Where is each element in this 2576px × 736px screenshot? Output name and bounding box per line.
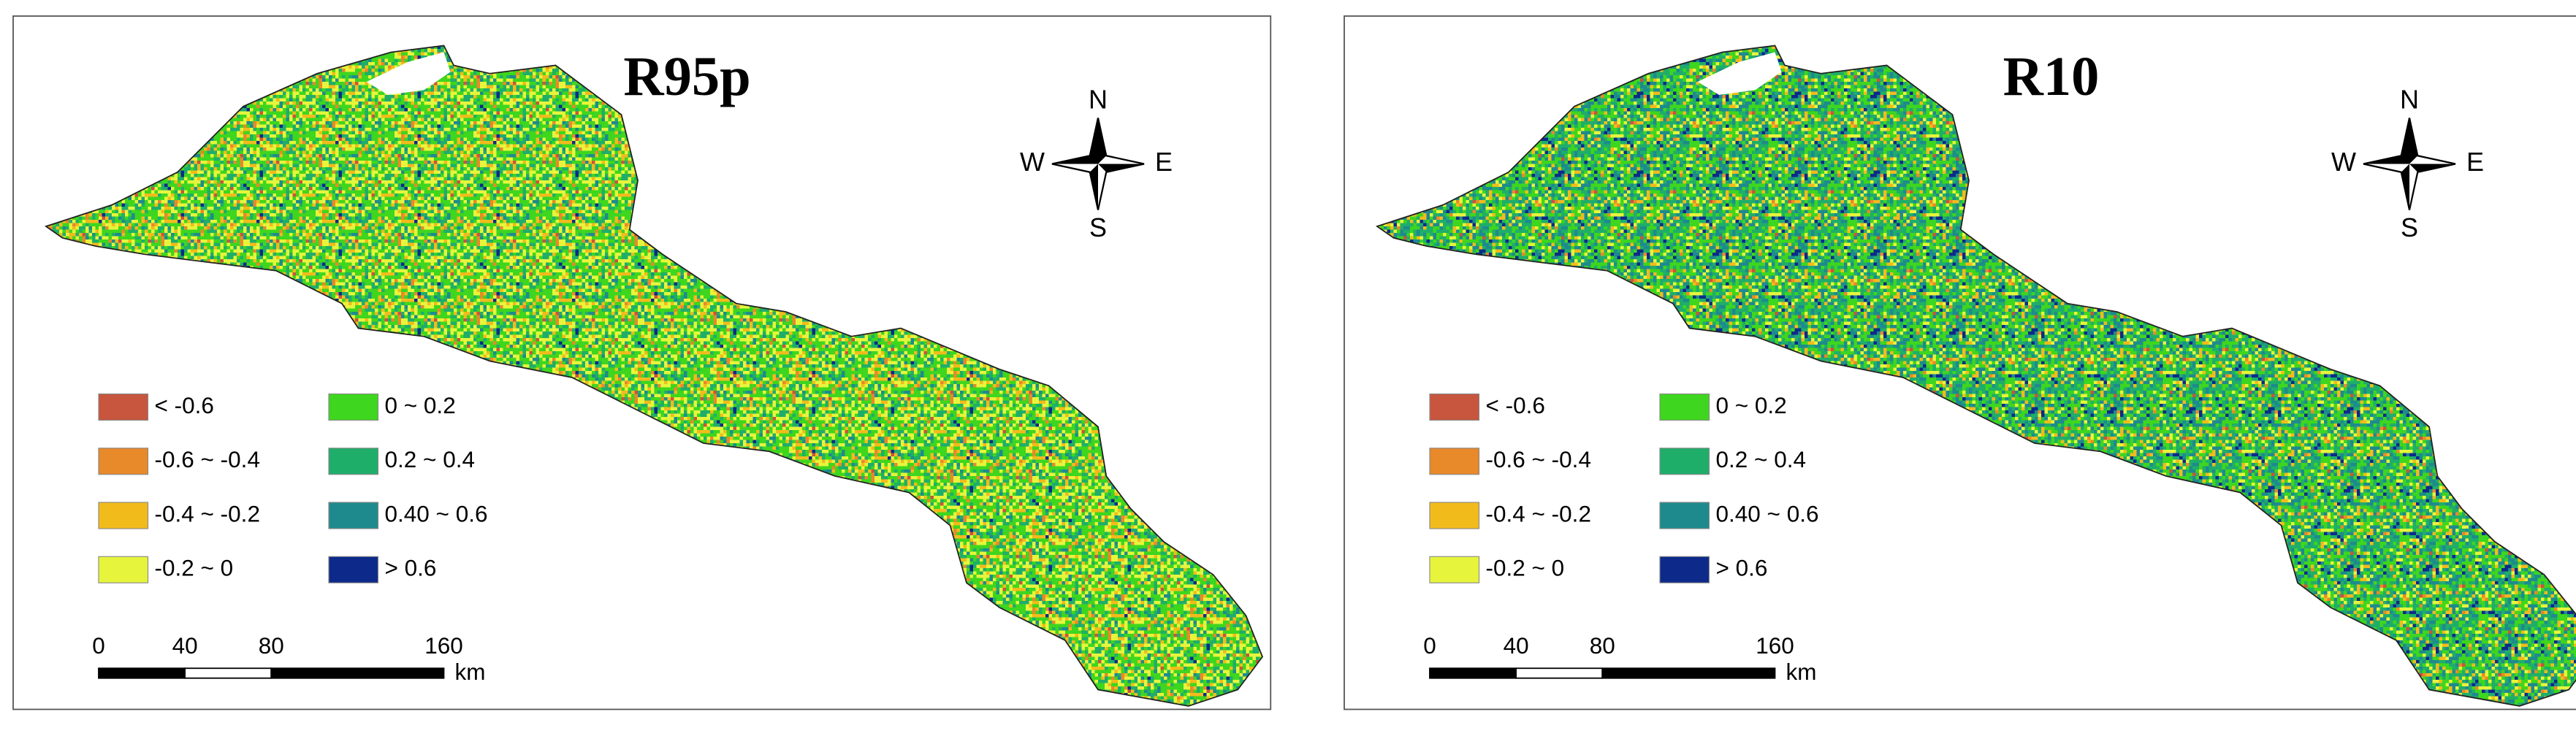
no-data-area [366, 52, 451, 95]
legend-swatch [98, 393, 149, 421]
scale-segment [184, 667, 273, 679]
region-map [45, 45, 1264, 707]
scale-segment [1601, 667, 1776, 679]
legend-label: 0 ~ 0.2 [1716, 392, 1787, 418]
legend-label: -0.2 ~ 0 [155, 555, 234, 581]
map-title: R95p [623, 45, 750, 107]
compass-n: N [2400, 85, 2419, 115]
legend-label: < -0.6 [155, 392, 214, 418]
scale-label: 160 [424, 632, 463, 659]
scale-label: 0 [92, 632, 105, 659]
legend-swatch [328, 393, 379, 421]
compass-star-half [1098, 164, 1144, 172]
compass-s: S [1089, 212, 1107, 242]
compass-w: W [1020, 147, 1045, 177]
legend-label: 0.40 ~ 0.6 [385, 500, 488, 526]
legend-label: > 0.6 [1716, 555, 1768, 581]
no-data-area [1697, 52, 1782, 95]
scale-label: 160 [1756, 632, 1794, 659]
legend-swatch [1659, 393, 1710, 421]
compass-n: N [1089, 85, 1108, 115]
scale-segment [1515, 667, 1604, 679]
legend-swatch [98, 448, 149, 475]
legend-swatch [1429, 448, 1480, 475]
legend-swatch [98, 502, 149, 529]
scale-label: 0 [1423, 632, 1436, 659]
map-title: R10 [2003, 45, 2100, 107]
legend-label: > 0.6 [385, 555, 437, 581]
legend-swatch [328, 502, 379, 529]
legend-label: 0.2 ~ 0.4 [385, 446, 475, 472]
legend-swatch [1429, 556, 1480, 583]
legend-label: -0.2 ~ 0 [1486, 555, 1565, 581]
legend-swatch [1659, 556, 1710, 583]
legend-label: -0.6 ~ -0.4 [1486, 446, 1591, 472]
legend-swatch [328, 556, 379, 583]
legend-swatch [328, 448, 379, 475]
map-panel: R95p N S W E < -0.6 -0.6 ~ -0.4 -0.4 ~ -0.2 -0.2… [12, 15, 1272, 710]
scale-segment [98, 667, 186, 679]
compass-s: S [2401, 212, 2418, 242]
scale-label: 80 [259, 632, 284, 659]
legend-swatch [98, 556, 149, 583]
scale-unit: km [455, 659, 486, 685]
compass-star-half [2409, 118, 2418, 164]
legend-label: -0.4 ~ -0.2 [1486, 500, 1591, 526]
scale-segment [270, 667, 445, 679]
scale-unit: km [1786, 659, 1817, 685]
legend-swatch [1659, 502, 1710, 529]
legend-label: -0.4 ~ -0.2 [155, 500, 260, 526]
compass-w: W [2331, 147, 2356, 177]
compass-star-half [1098, 118, 1107, 164]
compass-star-half [2409, 164, 2455, 172]
legend-label: -0.6 ~ -0.4 [155, 446, 260, 472]
legend-label: < -0.6 [1486, 392, 1545, 418]
legend-swatch [1429, 502, 1480, 529]
compass-e: E [2466, 147, 2484, 177]
scale-label: 40 [172, 632, 198, 659]
legend-label: 0 ~ 0.2 [385, 392, 456, 418]
scale-label: 40 [1504, 632, 1529, 659]
legend-label: 0.40 ~ 0.6 [1716, 500, 1819, 526]
region-map [1376, 45, 2576, 707]
legend-label: 0.2 ~ 0.4 [1716, 446, 1806, 472]
legend-swatch [1429, 393, 1480, 421]
map-panel: R10 N S W E < -0.6 -0.6 ~ -0.4 -0.4 ~ -0.2 -0.2 … [1344, 15, 2576, 710]
compass: N S W E [2331, 85, 2484, 243]
compass: N S W E [1020, 85, 1173, 243]
compass-e: E [1155, 147, 1173, 177]
scale-label: 80 [1590, 632, 1615, 659]
legend-swatch [1659, 448, 1710, 475]
scale-segment [1429, 667, 1517, 679]
